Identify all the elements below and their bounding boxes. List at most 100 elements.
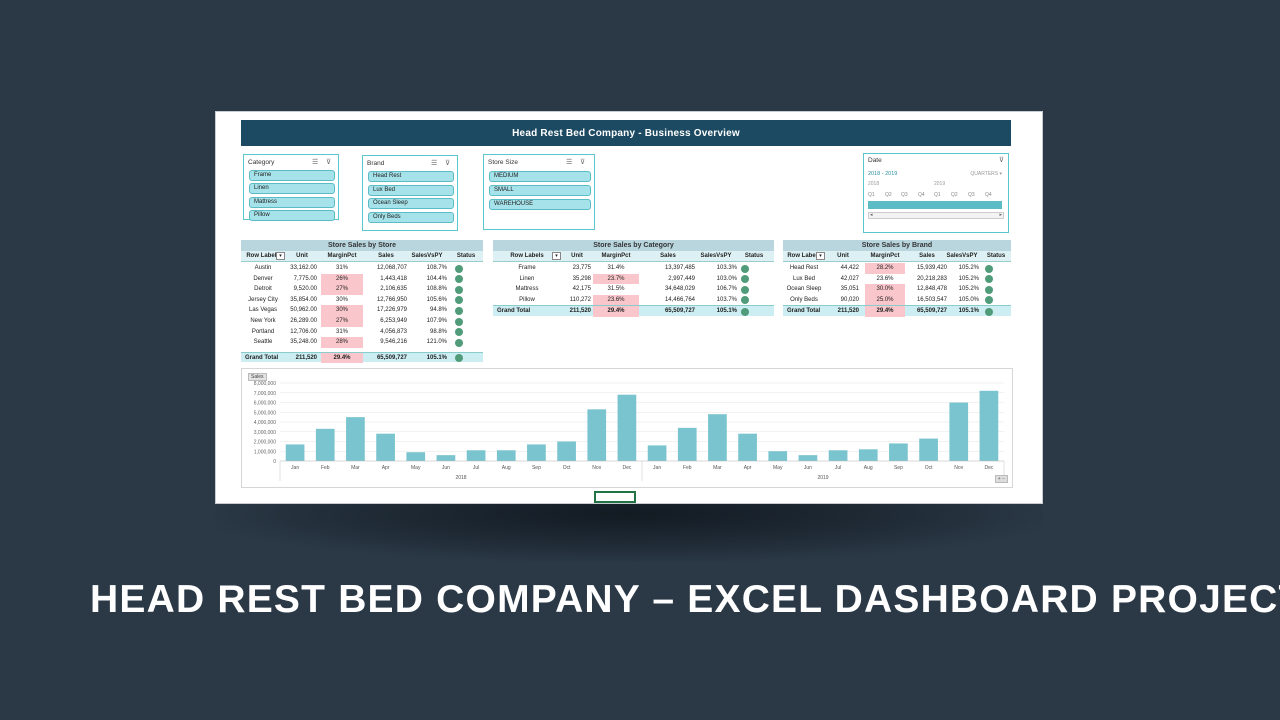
status-indicator-icon bbox=[455, 354, 463, 363]
y-tick-label: 1,000,000 bbox=[254, 449, 276, 455]
table-cell: 15,939,420 bbox=[916, 265, 947, 271]
column-header: Status bbox=[456, 253, 476, 259]
column-header: SalesVsPY bbox=[946, 253, 978, 259]
x-tick-label: Feb bbox=[321, 465, 330, 471]
table-cell: 103.0% bbox=[716, 275, 737, 282]
table-cell: Linen bbox=[519, 275, 535, 282]
slicer-item-only-beds[interactable]: Only Beds bbox=[368, 212, 454, 223]
timeline-level-dropdown[interactable]: QUARTERS ▾ bbox=[970, 171, 1002, 177]
table-cell: 1,443,418 bbox=[380, 275, 407, 282]
column-header[interactable]: Row Labels bbox=[510, 253, 544, 259]
slicer-item-head-rest[interactable]: Head Rest bbox=[368, 171, 454, 182]
table-cell: Denver bbox=[253, 275, 273, 282]
timeline-title: Date bbox=[868, 157, 882, 164]
slicer-item-linen[interactable]: Linen bbox=[249, 183, 335, 194]
slicer-item-warehouse[interactable]: WAREHOUSE bbox=[489, 199, 591, 210]
category-slicer-title: Category bbox=[248, 159, 275, 166]
column-header[interactable]: Row Labels bbox=[246, 253, 280, 259]
table-cell: 107.9% bbox=[426, 318, 447, 324]
bar bbox=[466, 450, 486, 461]
slicer-item-pillow[interactable]: Pillow bbox=[249, 210, 335, 221]
y-tick-label: 4,000,000 bbox=[254, 420, 276, 426]
table-row: Lux Bed 42,027 23.6% 20,218,283 105.2% bbox=[783, 274, 1011, 285]
table-cell: 110,272 bbox=[569, 296, 591, 303]
table-cell: 2,106,635 bbox=[380, 286, 407, 293]
clear-filter-icon[interactable]: ⊽ bbox=[326, 159, 332, 166]
table-cell: 28% bbox=[321, 337, 363, 348]
multi-select-icon[interactable]: ☰ bbox=[566, 159, 573, 166]
slicer-item-ocean-sleep[interactable]: Ocean Sleep bbox=[368, 198, 454, 209]
x-group-label: 2018 bbox=[455, 475, 466, 481]
timeline-quarter[interactable]: Q3 bbox=[901, 192, 908, 198]
table-cell: 211,520 bbox=[569, 308, 591, 315]
table-cell: 28.2% bbox=[865, 263, 905, 274]
table-cell: 31.5% bbox=[607, 286, 625, 293]
scroll-right-icon[interactable]: ▸ bbox=[999, 212, 1002, 218]
slicer-item-mattress[interactable]: Mattress bbox=[249, 197, 335, 208]
grand-total-row: Grand Total 211,520 29.4% 65,509,727 105.1% bbox=[783, 305, 1011, 317]
dashboard-sheet: Head Rest Bed Company - Business Overvie… bbox=[215, 111, 1043, 504]
slicer-item-lux-bed[interactable]: Lux Bed bbox=[368, 185, 454, 196]
table-row: Jersey City 35,854.00 30% 12,766,950 105.6% bbox=[241, 295, 483, 306]
clear-filter-icon[interactable]: ⊽ bbox=[998, 157, 1004, 164]
table-cell: 23.6% bbox=[876, 275, 894, 282]
table-cell: 35,248.00 bbox=[290, 339, 317, 346]
slicer-item-frame[interactable]: Frame bbox=[249, 170, 335, 181]
pivot-title: Store Sales by Category bbox=[493, 240, 774, 251]
timeline-quarter[interactable]: Q1 bbox=[868, 192, 875, 198]
table-cell: 105.2% bbox=[958, 265, 979, 271]
timeline-quarter[interactable]: Q4 bbox=[918, 192, 925, 198]
chart-field-button[interactable]: Sales bbox=[248, 373, 267, 381]
x-tick-label: Dec bbox=[622, 465, 631, 471]
timeline-selected-range[interactable] bbox=[868, 201, 1002, 209]
column-header: Status bbox=[986, 253, 1006, 259]
table-cell: 35,051 bbox=[840, 286, 859, 293]
x-tick-label: Feb bbox=[683, 465, 692, 471]
y-tick-label: 2,000,000 bbox=[254, 440, 276, 446]
status-indicator-icon bbox=[741, 296, 749, 305]
timeline-quarter[interactable]: Q2 bbox=[951, 192, 958, 198]
table-cell: 65,509,727 bbox=[664, 308, 695, 315]
status-indicator-icon bbox=[455, 328, 463, 337]
table-cell: 30% bbox=[321, 305, 363, 316]
x-tick-label: Mar bbox=[713, 465, 722, 471]
table-row: Ocean Sleep 35,051 30.0% 12,848,478 105.2% bbox=[783, 284, 1011, 295]
table-cell: Pillow bbox=[519, 296, 535, 303]
table-cell: Only Beds bbox=[790, 296, 818, 303]
active-cell-selector[interactable] bbox=[594, 491, 636, 503]
pivot-title: Store Sales by Brand bbox=[783, 240, 1011, 251]
chart-zoom-control[interactable]: + − bbox=[994, 475, 1008, 483]
multi-select-icon[interactable]: ☰ bbox=[312, 159, 319, 166]
filter-dropdown-icon[interactable]: ▾ bbox=[552, 252, 561, 260]
multi-select-icon[interactable]: ☰ bbox=[431, 160, 438, 167]
table-cell: 94.8% bbox=[429, 307, 447, 314]
timeline-scrollbar[interactable]: ◂ ▸ bbox=[868, 212, 1004, 219]
bar bbox=[738, 433, 757, 461]
bar bbox=[376, 433, 395, 461]
clear-filter-icon[interactable]: ⊽ bbox=[445, 160, 451, 167]
slicer-item-medium[interactable]: MEDIUM bbox=[489, 171, 591, 182]
scroll-left-icon[interactable]: ◂ bbox=[870, 212, 873, 218]
timeline-quarter[interactable]: Q3 bbox=[968, 192, 975, 198]
clear-filter-icon[interactable]: ⊽ bbox=[580, 159, 586, 166]
sales-bar-chart: 0 1,000,000 2,000,000 3,000,000 4,000,000 5,0… bbox=[254, 381, 1005, 481]
filter-dropdown-icon[interactable]: ▾ bbox=[816, 252, 825, 260]
timeline-quarter[interactable]: Q1 bbox=[934, 192, 941, 198]
table-cell: 23.6% bbox=[593, 294, 639, 306]
slicer-item-small[interactable]: SMALL bbox=[489, 185, 591, 196]
filter-dropdown-icon[interactable]: ▾ bbox=[276, 252, 285, 260]
x-tick-label: Jul bbox=[473, 465, 479, 471]
bar bbox=[496, 450, 516, 461]
table-row: Head Rest 44,422 28.2% 15,939,420 105.2% bbox=[783, 263, 1011, 274]
table-row: Detroit 9,520.00 27% 2,106,635 108.8% bbox=[241, 284, 483, 295]
table-row: Denver 7,775.00 26% 1,443,418 104.4% bbox=[241, 273, 483, 285]
table-row: Frame 23,775 31.4% 13,397,485 103.3% bbox=[493, 263, 774, 274]
status-indicator-icon bbox=[985, 296, 993, 305]
timeline-quarter[interactable]: Q2 bbox=[885, 192, 892, 198]
date-timeline: Date ⊽ 2018 - 2019 QUARTERS ▾ 2018 2019 … bbox=[863, 153, 1009, 233]
timeline-quarter[interactable]: Q4 bbox=[985, 192, 992, 198]
category-slicer: Category ☰ ⊽ Frame Linen Mattress Pillow bbox=[243, 154, 339, 221]
brand-slicer-title: Brand bbox=[367, 160, 385, 167]
table-row: Only Beds 90,020 25.0% 16,503,547 105.0% bbox=[783, 294, 1011, 306]
column-header[interactable]: Row Labels bbox=[787, 253, 821, 259]
